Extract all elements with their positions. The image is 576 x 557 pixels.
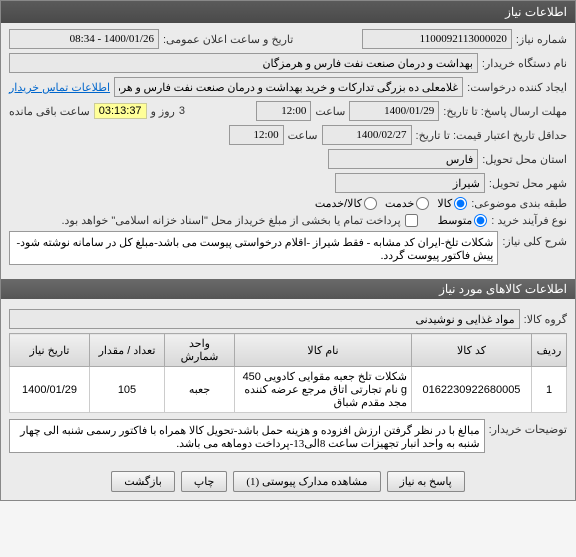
grouping-label: طبقه بندی موضوعی: [471,197,567,210]
grouping-both-label: کالا/خدمت [315,197,362,210]
process-medium-radio[interactable] [474,214,487,227]
days-and: روز و [151,105,175,118]
button-bar: پاسخ به نیاز مشاهده مدارک پیوستی (1) چاپ… [1,463,575,500]
deadline-date-field [349,101,439,121]
announce-label: تاریخ و ساعت اعلان عمومی: [163,33,293,46]
explain-textarea [9,419,485,453]
grouping-radio-group: کالا خدمت کالا/خدمت [315,197,467,210]
remain-suffix: ساعت باقی مانده [9,105,90,118]
group-field [9,309,520,329]
panel-header: اطلاعات نیاز [1,1,575,23]
print-button[interactable]: چاپ [181,471,228,492]
deadline-time-field [256,101,311,121]
need-no-label: شماره نیاز: [516,33,567,46]
cell-unit: جعبه [165,367,235,413]
process-label: نوع فرآیند خرید : [491,214,567,227]
city-label: شهر محل تحویل: [489,177,567,190]
explain-label: توضیحات خریدار: [489,419,567,436]
grouping-service-option[interactable]: خدمت [385,197,429,210]
reply-button[interactable]: پاسخ به نیاز [387,471,465,492]
items-section-title: اطلاعات کالاهای مورد نیاز [1,279,575,299]
contact-link[interactable]: اطلاعات تماس خریدار [9,81,110,94]
table-row[interactable]: 1 0162230922680005 شکلات تلخ جعبه مقوایی… [10,367,567,413]
col-unit: واحد شمارش [165,334,235,367]
remain-days: 3 [179,105,185,117]
table-header-row: ردیف کد کالا نام کالا واحد شمارش تعداد /… [10,334,567,367]
deadline-label: مهلت ارسال پاسخ: تا تاریخ: [443,105,567,118]
announce-field [9,29,159,49]
time-label-2: ساعت [288,129,318,142]
grouping-goods-label: کالا [437,197,452,210]
city-field [335,173,485,193]
cell-qty: 105 [90,367,165,413]
cell-date: 1400/01/29 [10,367,90,413]
province-label: استان محل تحویل: [482,153,567,166]
grouping-service-label: خدمت [385,197,414,210]
process-medium-label: متوسط [438,214,473,227]
valid-label: حداقل تاریخ اعتبار قیمت: تا تاریخ: [416,129,567,142]
grouping-both-radio[interactable] [364,197,377,210]
remain-timer: 03:13:37 [94,103,147,119]
need-no-field [362,29,512,49]
treasury-checkbox[interactable] [405,214,418,227]
items-table: ردیف کد کالا نام کالا واحد شمارش تعداد /… [9,333,567,413]
province-field [328,149,478,169]
col-code: کد کالا [412,334,532,367]
cell-code: 0162230922680005 [412,367,532,413]
grouping-both-option[interactable]: کالا/خدمت [315,197,377,210]
col-date: تاریخ نیاز [10,334,90,367]
buyer-org-label: نام دستگاه خریدار: [482,57,567,70]
desc-label: شرح کلی نیاز: [502,231,567,248]
creator-field [114,77,463,97]
valid-date-field [322,125,412,145]
desc-textarea [9,231,498,265]
creator-label: ایجاد کننده درخواست: [467,81,567,94]
grouping-service-radio[interactable] [416,197,429,210]
back-button[interactable]: بازگشت [111,471,175,492]
group-label: گروه کالا: [524,313,567,326]
col-name: نام کالا [235,334,412,367]
time-label-1: ساعت [315,105,345,118]
header-title: اطلاعات نیاز [505,5,567,19]
cell-idx: 1 [532,367,567,413]
grouping-goods-option[interactable]: کالا [437,197,467,210]
attachments-button[interactable]: مشاهده مدارک پیوستی (1) [233,471,380,492]
col-idx: ردیف [532,334,567,367]
col-qty: تعداد / مقدار [90,334,165,367]
process-medium-option[interactable]: متوسط [438,214,488,227]
cell-name: شکلات تلخ جعبه مقوایی کادویی 450 g نام ت… [235,367,412,413]
buyer-org-field [9,53,478,73]
pay-note: پرداخت تمام یا بخشی از مبلغ خریداز محل "… [61,214,400,227]
valid-time-field [229,125,284,145]
grouping-goods-radio[interactable] [454,197,467,210]
